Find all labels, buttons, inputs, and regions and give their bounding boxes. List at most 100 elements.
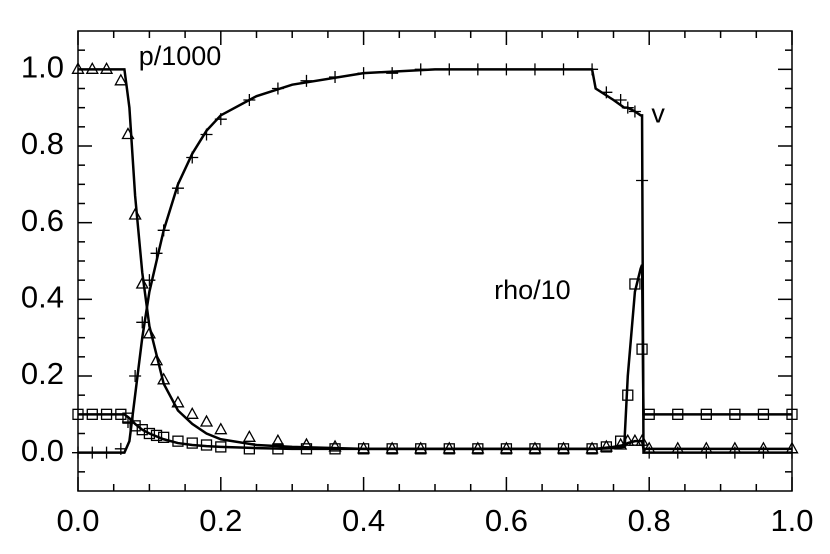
marker [143,427,156,440]
marker [300,443,313,455]
marker [158,431,170,443]
marker [757,446,770,459]
marker [157,224,170,237]
marker [129,420,141,432]
series-label: rho/10 [494,275,571,305]
marker [136,316,149,329]
series-label: p/1000 [139,41,222,71]
marker [329,71,342,83]
marker [185,406,199,419]
marker [200,128,213,141]
marker [614,435,627,447]
marker [149,353,164,366]
x-tick-label: 0.4 [342,503,385,538]
marker [129,370,142,382]
marker [636,343,648,355]
marker [143,274,156,287]
marker [114,442,127,455]
marker [528,63,541,76]
marker [629,278,641,290]
marker [100,446,113,459]
marker [328,439,342,452]
marker [199,414,214,427]
marker [115,408,127,420]
marker [72,408,84,420]
marker [729,408,741,420]
marker [586,443,598,455]
plot-frame [77,30,793,492]
marker [357,443,370,455]
marker [414,63,427,76]
marker [142,326,156,339]
marker [622,389,634,401]
series-label: v [651,98,665,128]
series-line [78,68,792,451]
marker [386,67,399,80]
marker [135,276,149,289]
marker [271,433,285,446]
marker [72,446,84,459]
marker [122,412,134,424]
marker [443,443,455,455]
marker [621,101,634,114]
y-tick-label: 0.0 [21,433,64,468]
marker [557,63,570,76]
marker [614,94,627,106]
marker [242,429,256,442]
marker [86,408,98,420]
marker [386,443,398,455]
x-tick-label: 0.2 [199,503,242,538]
marker [600,86,613,99]
marker [85,61,99,74]
y-tick-label: 0.2 [21,356,64,391]
marker [99,61,114,74]
marker [643,408,655,420]
marker [100,408,113,420]
marker [472,443,484,455]
marker [471,63,484,76]
marker [172,435,184,447]
marker [271,82,284,95]
marker [71,61,85,74]
marker [635,433,649,446]
marker [636,174,649,187]
marker [200,439,213,451]
x-tick-label: 0.0 [56,503,99,538]
marker [700,446,713,459]
marker [128,207,142,220]
marker [786,408,798,420]
marker [643,446,656,459]
marker [586,63,599,76]
series-line [78,68,792,454]
marker [329,443,341,455]
marker [672,408,684,420]
marker [529,443,541,455]
marker [214,422,228,435]
marker [114,73,128,86]
marker [171,395,185,408]
marker [186,151,199,164]
marker [599,439,613,452]
marker [243,94,256,106]
marker [500,63,513,76]
marker [443,63,456,76]
x-tick-label: 0.6 [485,503,528,538]
y-tick-label: 0.6 [21,203,64,238]
marker [171,182,184,195]
x-tick-label: 0.8 [628,503,671,538]
y-tick-label: 0.8 [21,126,64,161]
marker [150,429,163,442]
marker [757,408,770,420]
marker [121,127,135,140]
marker [215,441,227,453]
marker [243,443,256,455]
marker [671,446,684,459]
x-tick-label: 1.0 [770,503,813,538]
marker [157,372,171,385]
marker [628,433,642,446]
marker [136,424,148,436]
marker [150,247,163,260]
y-tick-label: 1.0 [21,50,64,85]
marker [357,67,370,80]
